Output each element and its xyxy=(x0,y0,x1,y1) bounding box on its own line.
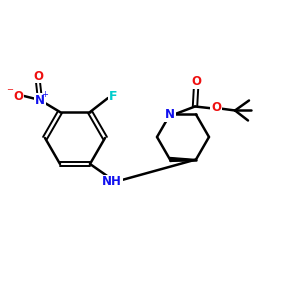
Text: O: O xyxy=(191,75,201,88)
Text: −: − xyxy=(7,85,14,94)
Text: O: O xyxy=(211,101,221,114)
Text: +: + xyxy=(42,89,48,98)
Text: O: O xyxy=(13,89,23,103)
Text: N: N xyxy=(35,94,45,106)
Text: O: O xyxy=(33,70,43,83)
Text: F: F xyxy=(109,89,117,103)
Text: NH: NH xyxy=(102,176,122,188)
Text: N: N xyxy=(165,108,175,121)
Polygon shape xyxy=(170,158,196,161)
